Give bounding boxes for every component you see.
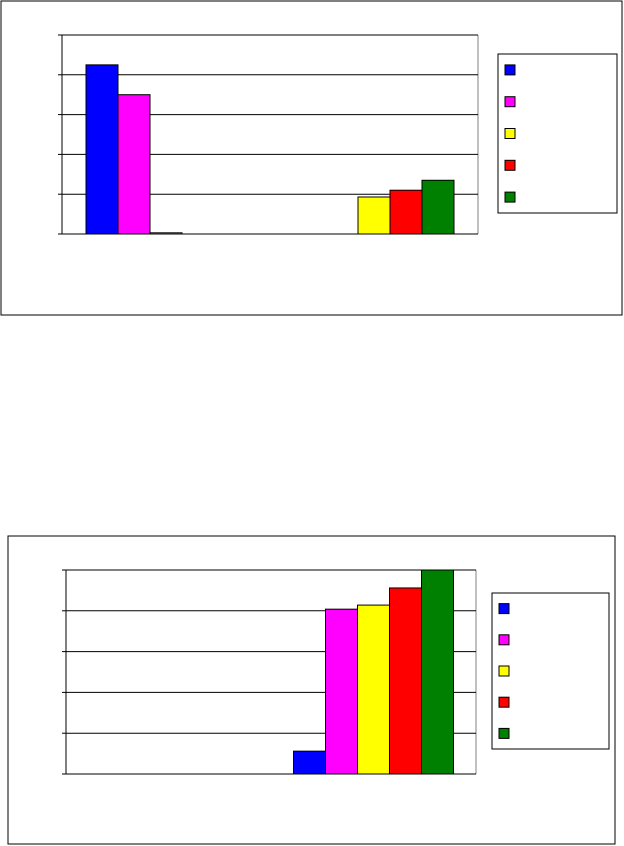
legend-swatch <box>498 696 510 708</box>
bar <box>421 569 454 775</box>
bar <box>325 608 358 775</box>
legend-box <box>497 53 618 214</box>
bar <box>357 196 391 235</box>
legend-box <box>491 592 610 750</box>
legend-swatch <box>504 191 516 203</box>
bar <box>389 587 422 775</box>
legend-swatch <box>498 727 510 739</box>
legend-swatch <box>498 634 510 646</box>
legend-swatch <box>504 96 516 108</box>
legend-swatch <box>498 665 510 677</box>
legend-swatch <box>504 64 516 76</box>
bar <box>357 604 390 775</box>
legend-swatch <box>504 128 516 139</box>
bar <box>389 189 423 235</box>
bar <box>85 64 119 235</box>
legend-swatch <box>504 159 516 171</box>
legend-swatch <box>498 603 510 615</box>
bar <box>421 179 455 235</box>
bar <box>117 94 151 235</box>
bar <box>293 750 326 775</box>
